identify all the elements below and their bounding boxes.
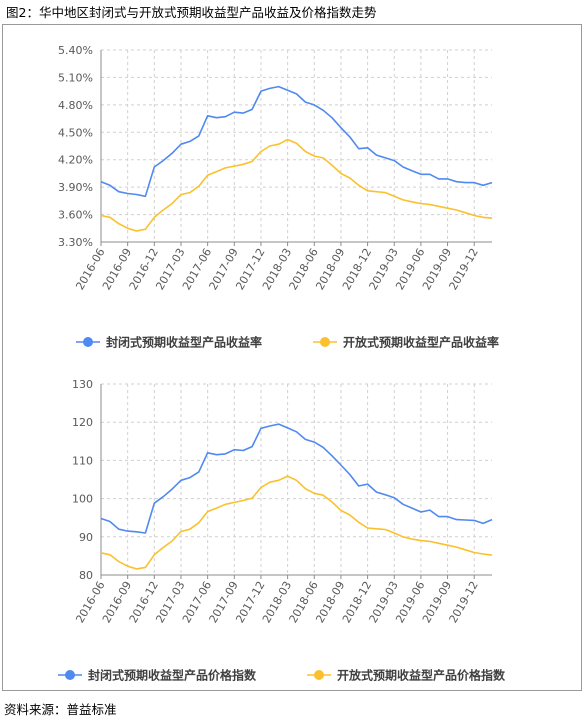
legend-item-1[interactable]: 封闭式预期收益型产品收益率 [76, 335, 262, 350]
legend-label: 封闭式预期收益型产品价格指数 [88, 668, 257, 683]
series-line-2 [100, 475, 493, 570]
source-note: 资料来源：普益标准 [4, 702, 117, 717]
legend-marker-icon [314, 670, 324, 680]
series-line-1 [100, 423, 493, 534]
y-tick-label: 120 [72, 416, 93, 429]
figure-title: 图2：华中地区封闭式与开放式预期收益型产品收益及价格指数走势 [6, 5, 377, 20]
y-tick-label: 5.10% [58, 71, 93, 84]
y-tick-label: 3.90% [58, 181, 93, 194]
legend-item-1[interactable]: 封闭式预期收益型产品价格指数 [58, 668, 257, 683]
legend-label: 封闭式预期收益型产品收益率 [106, 335, 262, 350]
y-tick-label: 80 [79, 569, 93, 582]
legend-marker-icon [83, 337, 93, 347]
series-line-1 [100, 85, 493, 198]
legend-label: 开放式预期收益型产品价格指数 [337, 668, 506, 683]
chart-2: 80901001101201302016-062016-092016-12201… [58, 378, 506, 683]
legend-item-2[interactable]: 开放式预期收益型产品价格指数 [307, 668, 506, 683]
y-tick-label: 4.80% [58, 99, 93, 112]
y-tick-label: 110 [72, 454, 93, 467]
y-tick-label: 100 [72, 493, 93, 506]
y-tick-label: 3.30% [58, 236, 93, 249]
y-tick-label: 3.60% [58, 209, 93, 222]
series-line-2 [100, 138, 493, 232]
legend-item-2[interactable]: 开放式预期收益型产品收益率 [313, 335, 499, 350]
y-tick-label: 130 [72, 378, 93, 391]
y-tick-label: 4.20% [58, 154, 93, 167]
y-tick-label: 5.40% [58, 44, 93, 57]
y-tick-label: 90 [79, 531, 93, 544]
chart-frame [2, 24, 582, 691]
legend-marker-icon [65, 670, 75, 680]
legend-label: 开放式预期收益型产品收益率 [343, 335, 499, 350]
y-tick-label: 4.50% [58, 126, 93, 139]
chart-1: 3.30% 3.60% 3.90% 4.20% 4.50% 4.80% 5.10% 5.40%… [58, 44, 499, 350]
legend-marker-icon [320, 337, 330, 347]
